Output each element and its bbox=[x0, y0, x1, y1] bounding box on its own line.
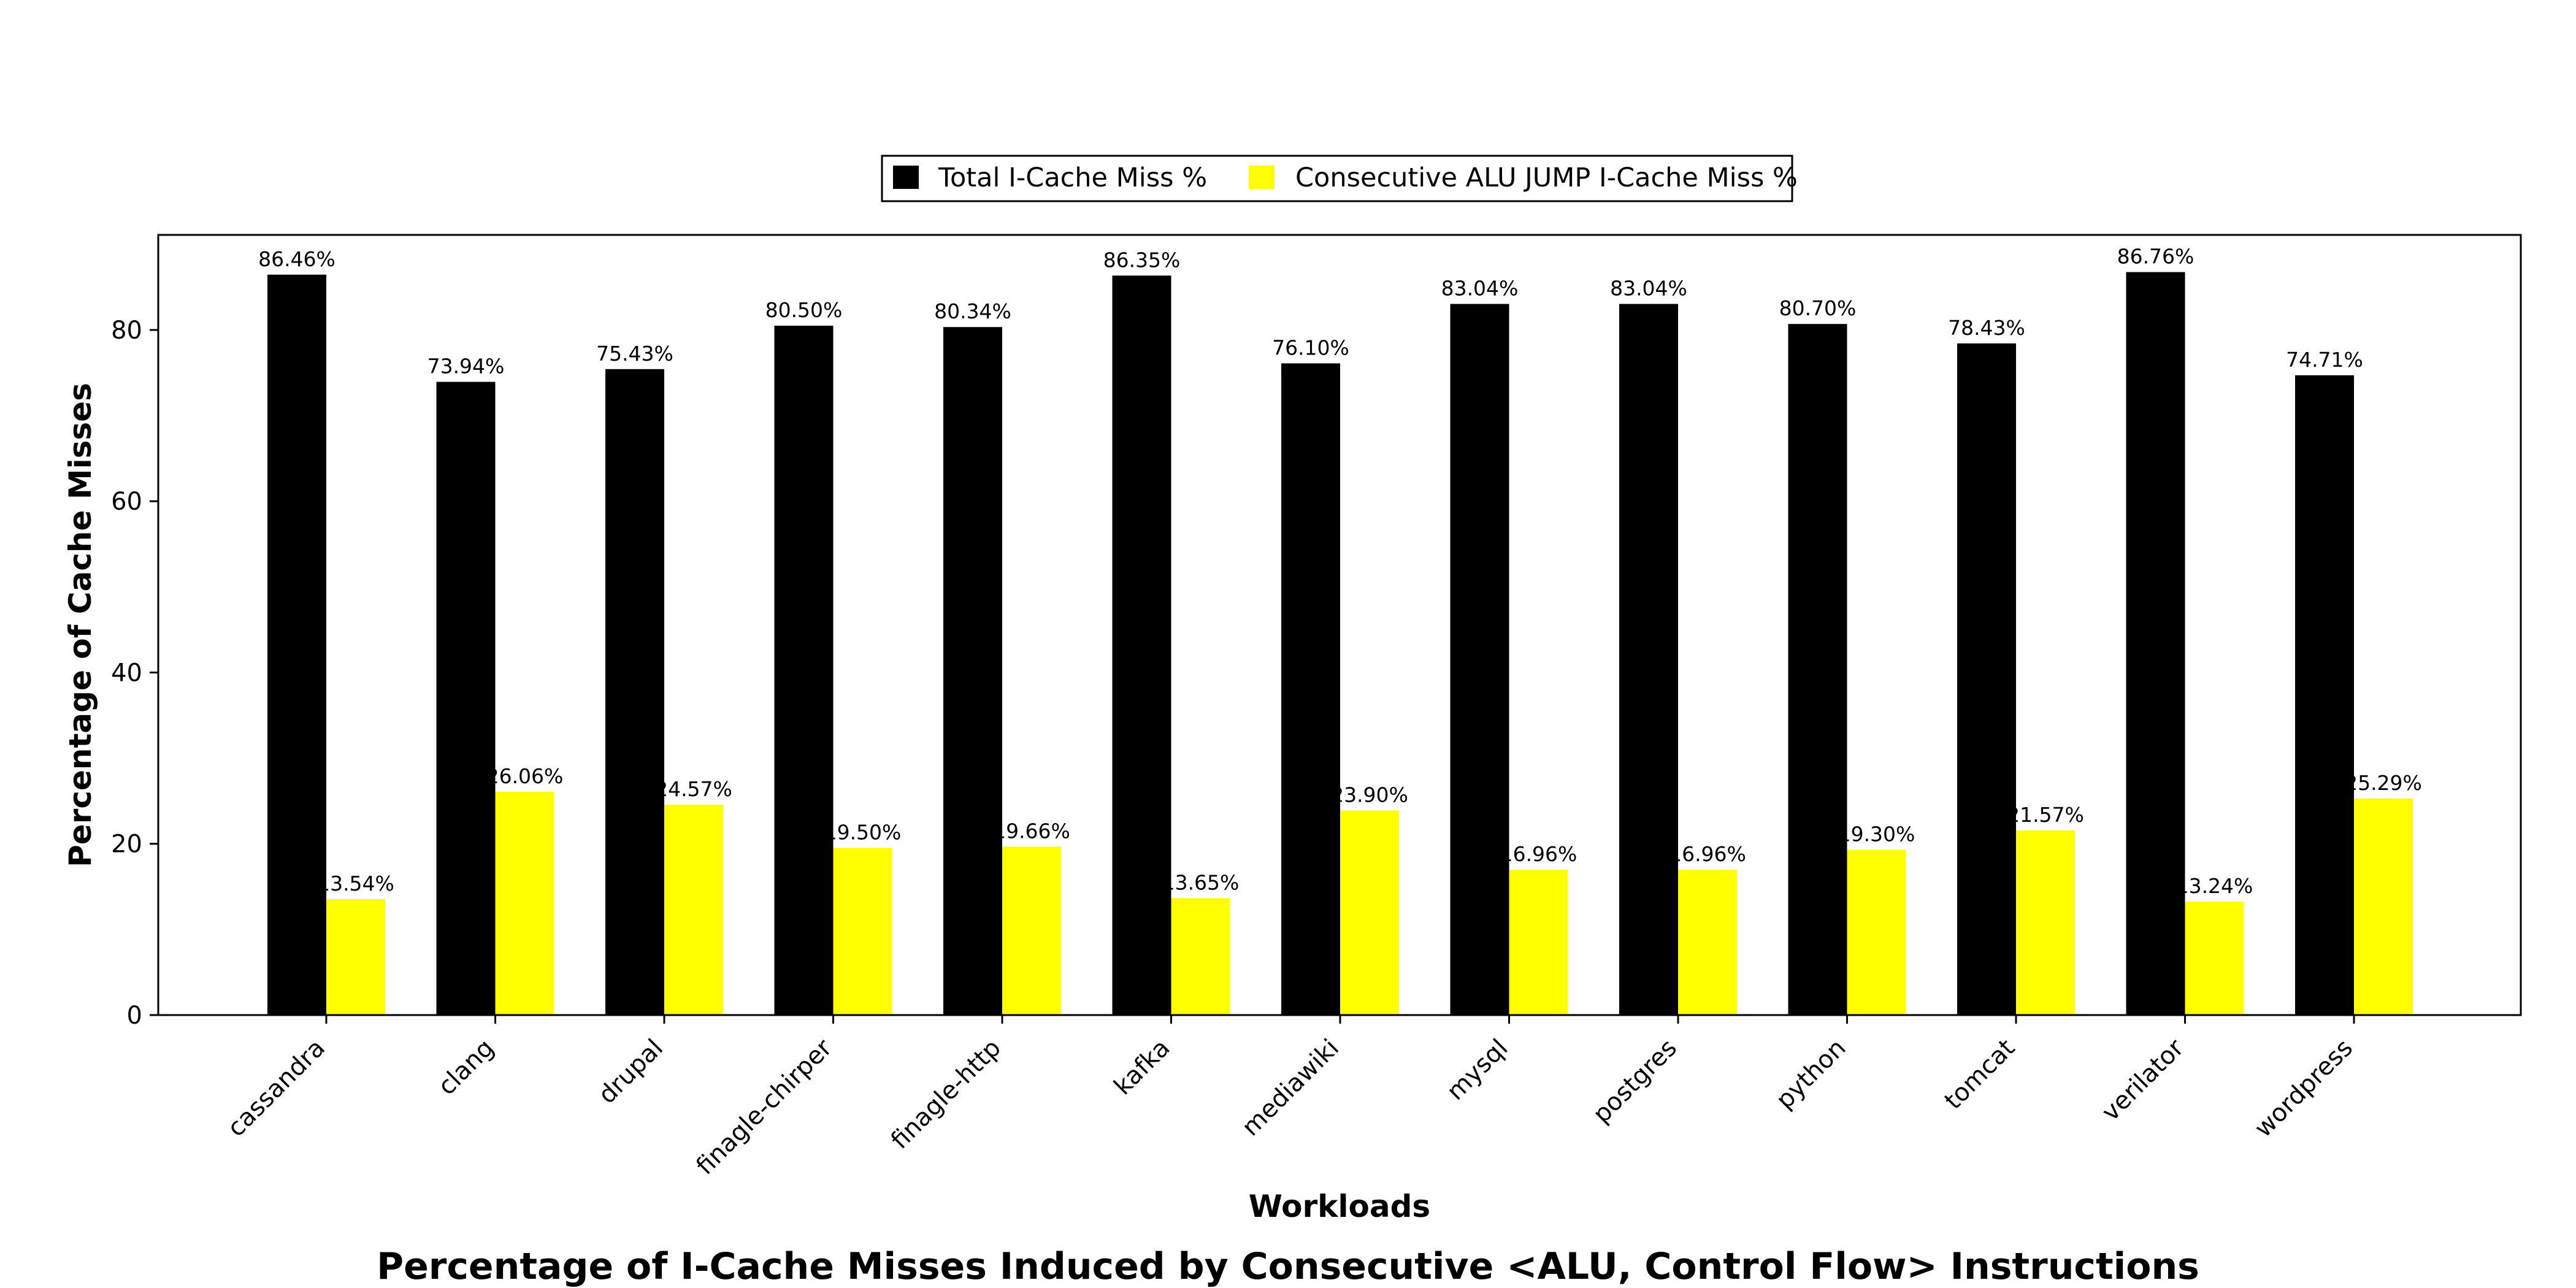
x-tick-label-verilator: verilator bbox=[2096, 1033, 2190, 1127]
y-tick-label-0: 0 bbox=[127, 1002, 142, 1030]
bar-alu-jump-drupal bbox=[664, 804, 723, 1015]
value-label-total-finagle-chirper: 80.50% bbox=[765, 298, 843, 322]
x-tick-label-clang: clang bbox=[432, 1034, 499, 1101]
y-tick-label-60: 60 bbox=[111, 488, 142, 516]
bar-total-finagle-http bbox=[943, 327, 1002, 1015]
value-labels-layer: 86.46% 13.54% 73.94% 26.06% 75.43% 24.57% 80.5… bbox=[258, 245, 2422, 899]
y-axis: 0 20 40 60 80 bbox=[111, 316, 158, 1030]
value-label-total-drupal: 75.43% bbox=[596, 342, 673, 366]
value-label-total-finagle-http: 80.34% bbox=[934, 299, 1011, 323]
value-label-alu-jump-drupal: 24.57% bbox=[655, 777, 732, 801]
y-tick-label-80: 80 bbox=[111, 316, 142, 345]
value-label-alu-jump-finagle-http: 19.66% bbox=[993, 819, 1070, 843]
y-axis-title: Percentage of Cache Misses bbox=[63, 383, 98, 867]
legend-box bbox=[881, 155, 1793, 202]
y-tick-label-40: 40 bbox=[111, 659, 142, 687]
value-label-alu-jump-verilator: 13.24% bbox=[2176, 874, 2253, 898]
x-tick-label-postgres: postgres bbox=[1587, 1034, 1682, 1129]
bar-alu-jump-mysql bbox=[1509, 870, 1568, 1015]
x-tick-label-cassandra: cassandra bbox=[222, 1034, 331, 1143]
bar-alu-jump-cassandra bbox=[326, 899, 385, 1015]
value-label-alu-jump-mediawiki: 23.90% bbox=[1331, 783, 1408, 807]
value-label-alu-jump-finagle-chirper: 19.50% bbox=[824, 821, 902, 845]
legend-label-alu-jump: Consecutive ALU JUMP I-Cache Miss % bbox=[1295, 163, 1798, 193]
value-label-alu-jump-python: 19.30% bbox=[1838, 822, 1915, 846]
x-tick-label-mysql: mysql bbox=[1441, 1034, 1513, 1106]
bar-alu-jump-mediawiki bbox=[1340, 810, 1399, 1015]
bar-alu-jump-clang bbox=[495, 792, 554, 1015]
chart-title: Percentage of I-Cache Misses Induced by … bbox=[377, 1245, 2199, 1288]
bar-alu-jump-postgres bbox=[1678, 870, 1737, 1015]
bar-total-tomcat bbox=[1957, 343, 2016, 1015]
x-tick-label-tomcat: tomcat bbox=[1939, 1034, 2020, 1115]
value-label-alu-jump-postgres: 16.96% bbox=[1669, 842, 1746, 866]
value-label-alu-jump-wordpress: 25.29% bbox=[2345, 771, 2422, 795]
value-label-alu-jump-clang: 26.06% bbox=[486, 764, 564, 788]
value-label-total-wordpress: 74.71% bbox=[2286, 348, 2363, 372]
bar-alu-jump-wordpress bbox=[2354, 798, 2413, 1015]
bar-alu-jump-kafka bbox=[1171, 898, 1230, 1015]
x-tick-label-kafka: kafka bbox=[1109, 1034, 1176, 1101]
value-label-total-cassandra: 86.46% bbox=[258, 247, 335, 271]
bar-total-finagle-chirper bbox=[774, 326, 834, 1015]
x-tick-label-wordpress: wordpress bbox=[2249, 1034, 2358, 1143]
bar-alu-jump-finagle-chirper bbox=[833, 848, 892, 1015]
bar-total-python bbox=[1788, 324, 1847, 1015]
bar-total-postgres bbox=[1619, 304, 1678, 1015]
value-label-total-kafka: 86.35% bbox=[1103, 248, 1181, 272]
value-label-total-mediawiki: 76.10% bbox=[1272, 335, 1349, 359]
bar-total-verilator bbox=[2126, 272, 2185, 1015]
x-tick-label-finagle-http: finagle-http bbox=[886, 1034, 1006, 1155]
legend-swatch-total bbox=[893, 166, 919, 189]
bar-alu-jump-verilator bbox=[2185, 902, 2244, 1015]
bar-total-kafka bbox=[1112, 275, 1171, 1015]
bar-alu-jump-python bbox=[1847, 849, 1906, 1015]
x-tick-label-mediawiki: mediawiki bbox=[1236, 1034, 1344, 1142]
value-label-total-tomcat: 78.43% bbox=[1948, 316, 2025, 340]
y-tick-label-20: 20 bbox=[111, 830, 142, 859]
value-label-alu-jump-mysql: 16.96% bbox=[1500, 842, 1577, 866]
value-label-total-postgres: 83.04% bbox=[1610, 277, 1687, 301]
x-tick-label-finagle-chirper: finagle-chirper bbox=[691, 1033, 838, 1180]
value-label-total-mysql: 83.04% bbox=[1441, 277, 1519, 301]
legend: Total I-Cache Miss % Consecutive ALU JUMP… bbox=[881, 155, 1798, 202]
bar-total-mysql bbox=[1450, 304, 1509, 1015]
bar-total-cassandra bbox=[267, 274, 326, 1015]
bar-total-clang bbox=[436, 381, 496, 1015]
value-label-total-python: 80.70% bbox=[1779, 296, 1857, 320]
value-label-total-clang: 73.94% bbox=[427, 355, 505, 378]
value-label-total-verilator: 86.76% bbox=[2117, 245, 2195, 269]
value-label-alu-jump-kafka: 13.65% bbox=[1162, 870, 1240, 894]
bar-total-mediawiki bbox=[1281, 363, 1340, 1015]
x-tick-label-drupal: drupal bbox=[593, 1034, 669, 1110]
bars-layer bbox=[267, 272, 2413, 1015]
x-tick-label-python: python bbox=[1771, 1034, 1851, 1114]
bar-alu-jump-finagle-http bbox=[1002, 846, 1061, 1015]
bar-total-drupal bbox=[605, 369, 664, 1015]
legend-swatch-alu-jump bbox=[1249, 166, 1275, 189]
legend-label-total: Total I-Cache Miss % bbox=[938, 163, 1207, 193]
bar-total-wordpress bbox=[2295, 375, 2354, 1015]
bar-alu-jump-tomcat bbox=[2016, 830, 2075, 1015]
value-label-alu-jump-tomcat: 21.57% bbox=[2007, 803, 2084, 827]
x-axis-title: Workloads bbox=[1249, 1189, 1430, 1224]
x-axis: cassandra clang drupal finagle-chirper finag… bbox=[222, 1015, 2358, 1181]
value-label-alu-jump-cassandra: 13.54% bbox=[317, 872, 394, 895]
